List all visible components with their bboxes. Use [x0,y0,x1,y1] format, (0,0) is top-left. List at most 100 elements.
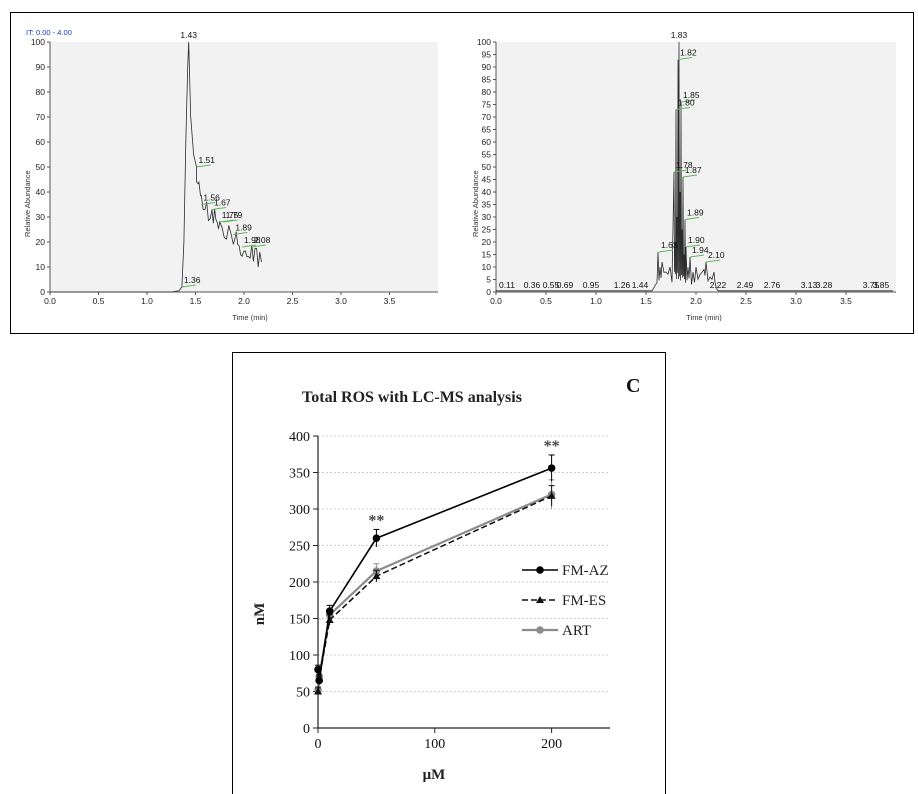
peak-marker [251,244,266,248]
peak-label: 2.10 [708,250,725,260]
chart-title: Total ROS with LC-MS analysis [302,389,522,406]
peak-label: 1.94 [692,245,709,255]
peak-label: 1.67 [214,198,231,208]
y-tick-label: 30 [36,212,46,222]
peak-marker [196,164,211,168]
peak-marker [219,219,234,223]
y-tick-label: 40 [36,187,46,197]
data-point [314,687,322,695]
baseline-peak-label: 0.55 [543,280,560,290]
legend-label: FM-ES [562,593,606,609]
peak-label: 1.63 [661,240,678,250]
legend-marker [536,596,544,603]
y-tick-label: 60 [36,137,46,147]
x-tick-label: 100 [424,737,445,752]
peak-marker [677,57,693,60]
chromatogram-b: Relative Abundance Time (min) B 05101520… [471,30,896,322]
baseline-peak-label: 1.26 [614,280,631,290]
baseline-peak-label: 2.22 [710,280,727,290]
data-point [547,464,556,472]
chromatogram-trace [50,41,262,293]
x-tick-label: 2.0 [690,296,702,306]
data-point [325,607,334,615]
x-tick-label: 2.5 [740,296,752,306]
x-tick-label: 3.5 [384,296,396,306]
y-tick-label: 45 [482,175,492,185]
y-axis-title: Relative Abundance [23,170,32,237]
y-tick-label: 50 [36,162,46,172]
y-tick-label: 55 [482,150,492,160]
x-tick-label: 0.0 [490,296,502,306]
y-tick-label: 25 [482,225,492,235]
y-tick-label: 350 [289,467,310,482]
data-point [314,665,322,674]
x-axis-title: Time (min) [232,313,268,322]
peak-marker [685,244,701,248]
x-tick-label: 200 [541,737,562,752]
y-tick-label: 20 [36,237,46,247]
baseline-peak-label: 3.85 [873,280,890,290]
peak-label: 1.51 [198,155,215,165]
y-tick-label: 0 [303,722,310,737]
y-tick-label: 100 [289,649,310,664]
x-tick-label: 0.5 [540,296,552,306]
y-tick-label: 80 [482,87,492,97]
y-tick-label: 65 [482,125,492,135]
y-tick-label: 20 [482,237,492,247]
peak-label: 1.43 [180,30,197,40]
ros-chart: Total ROS with LC-MS analysis C nM μM 0 5… [252,375,640,783]
x-tick-label: 3.0 [335,296,347,306]
y-tick-label: 0 [486,287,491,297]
peak-label: 2.08 [254,235,271,245]
y-tick-label: 150 [289,613,310,628]
data-point [372,534,381,542]
y-axis-title: nM [252,603,268,626]
peak-label: 1.90 [688,235,705,245]
x-tick-label: 2.5 [287,296,299,306]
peak-marker [689,254,705,258]
time-range: 0.00 - 4.00 [36,28,72,37]
legend-label: ART [562,623,591,639]
y-tick-label: 5 [486,275,491,285]
x-tick-label: 3.5 [840,296,852,306]
peak-marker [658,249,674,253]
x-axis-title: μM [423,767,446,783]
significance-marker: ** [368,512,384,529]
peak-marker [705,259,721,263]
peak-marker [241,244,257,248]
chromatogram-frame [10,12,914,334]
chromatogram-trace [496,41,893,292]
y-tick-label: 250 [289,540,310,555]
peak-marker [201,202,216,205]
peak-label: 1.82 [680,48,697,58]
peak-label: 1.78 [676,160,693,170]
baseline-peak-label: 1.44 [632,280,649,290]
y-tick-label: 10 [36,262,46,272]
baseline-peak-label: 0.11 [499,280,515,290]
baseline-peak-label: 3.75 [863,280,880,290]
x-tick-label: 3.0 [790,296,802,306]
peak-label: 1.56 [203,193,220,203]
peak-marker [211,207,227,210]
peak-label: 1.83 [671,30,688,40]
panel-letter-c: C [626,375,640,397]
legend-label: FM-AZ [562,563,609,579]
y-tick-label: 50 [296,686,310,701]
peak-label: 1.87 [685,165,702,175]
x-tick-label: 0 [315,737,322,752]
x-tick-label: 1.5 [640,296,652,306]
y-tick-label: 300 [289,503,310,518]
baseline-peak-label: 0.36 [524,280,541,290]
y-tick-label: 15 [482,250,492,260]
y-tick-label: 60 [482,137,492,147]
baseline-peak-label: 2.49 [737,280,754,290]
y-tick-label: 95 [482,50,492,60]
y-tick-label: 75 [482,100,492,110]
peak-label: 1.85 [683,90,700,100]
legend-marker [536,566,544,574]
x-tick-label: 1.5 [190,296,202,306]
x-tick-label: 1.0 [590,296,602,306]
peak-marker [675,107,691,110]
peak-label: 1.36 [184,275,201,285]
y-tick-label: 400 [289,430,310,445]
